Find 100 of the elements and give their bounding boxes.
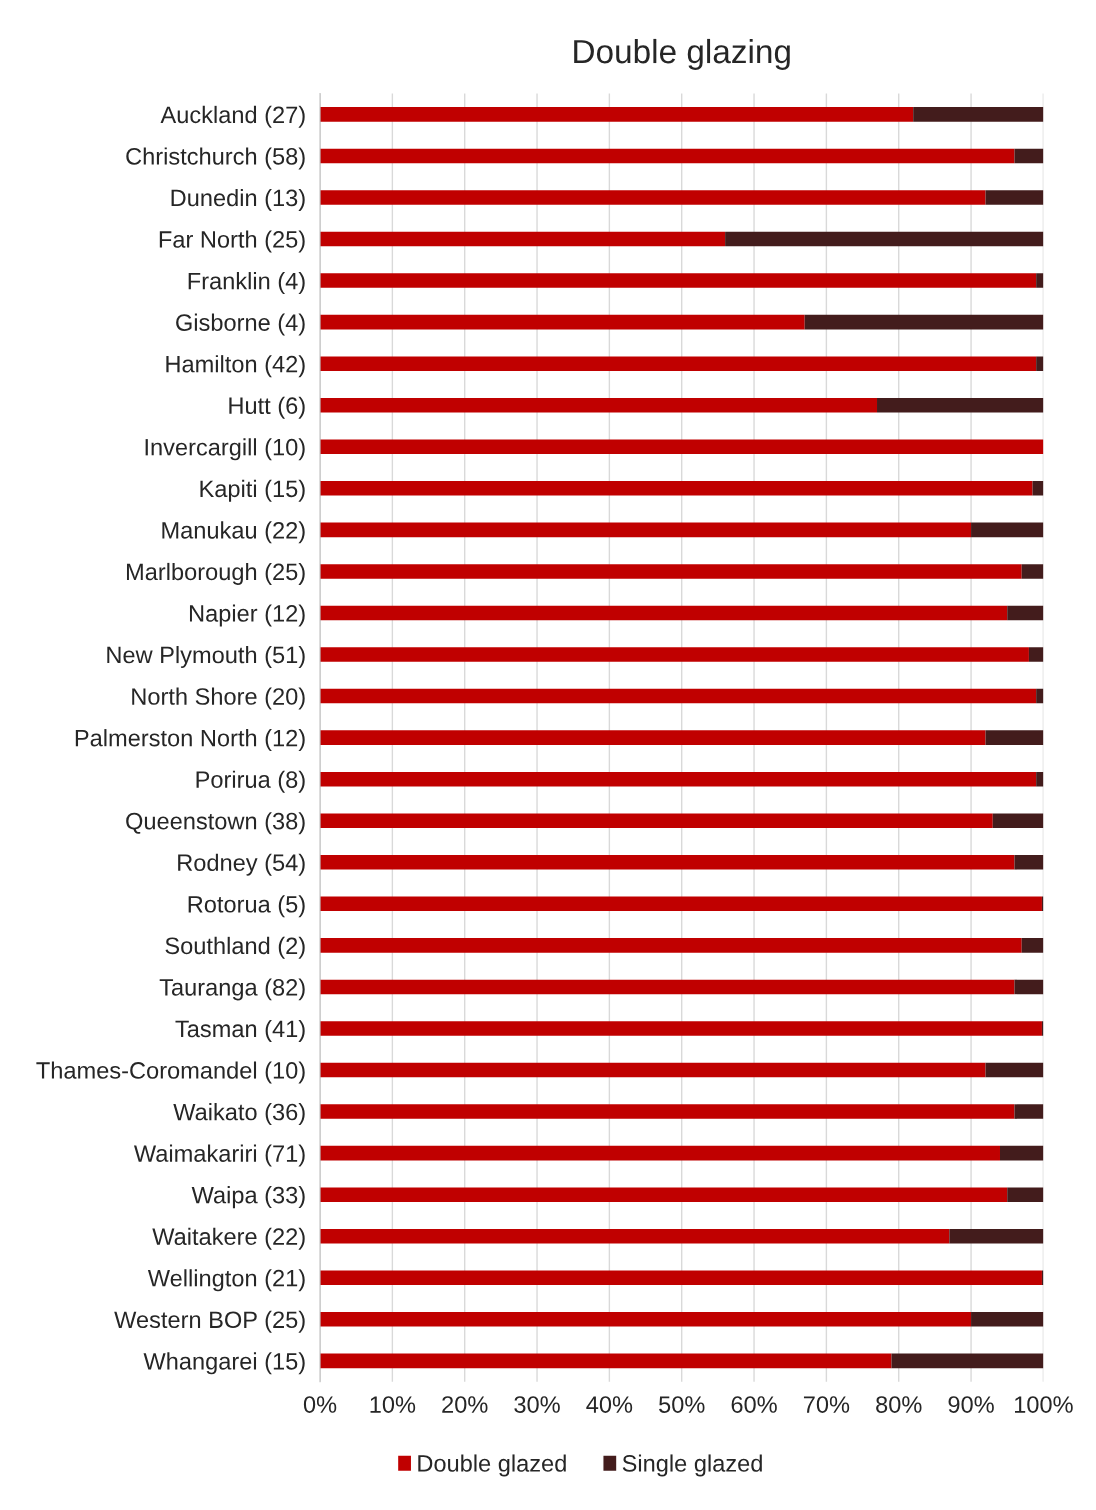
bar bbox=[985, 1062, 1044, 1078]
y-tick-label: Dunedin (13) bbox=[171, 188, 305, 211]
y-tick-label: Kapiti (15) bbox=[200, 479, 305, 502]
x-tick-label: 50% bbox=[659, 1396, 705, 1413]
bar bbox=[320, 148, 1015, 164]
bar bbox=[1036, 771, 1044, 787]
bar bbox=[1007, 605, 1044, 621]
bar bbox=[320, 273, 1037, 288]
y-tick-label: Franklin (4) bbox=[188, 272, 305, 295]
bar bbox=[1021, 938, 1044, 953]
bar bbox=[320, 1104, 1015, 1119]
bar bbox=[320, 356, 1037, 371]
bar bbox=[320, 1145, 1000, 1161]
bar bbox=[320, 190, 986, 205]
x-tick-label: 10% bbox=[370, 1396, 416, 1413]
bar bbox=[1036, 356, 1044, 371]
y-tick-label: Waitakere (22) bbox=[152, 1227, 305, 1250]
bar bbox=[725, 231, 1044, 247]
bar bbox=[971, 1312, 1044, 1327]
bar bbox=[320, 813, 993, 828]
bar bbox=[320, 1021, 1042, 1036]
chart-title: Double glazing bbox=[574, 38, 790, 70]
y-tick-label: Western BOP (25) bbox=[114, 1310, 305, 1333]
bar bbox=[320, 439, 1044, 455]
x-tick-label: 30% bbox=[514, 1396, 560, 1413]
x-tick-label: 70% bbox=[803, 1396, 850, 1413]
bar bbox=[320, 730, 986, 745]
y-tick-label: Thames-Coromandel (10) bbox=[36, 1061, 305, 1084]
bar bbox=[320, 896, 1042, 912]
bar bbox=[1036, 688, 1044, 704]
bar bbox=[1032, 481, 1044, 496]
y-tick-label: Porirua (8) bbox=[196, 770, 305, 793]
bar bbox=[1021, 564, 1044, 579]
y-tick-label: Marlborough (25) bbox=[126, 562, 305, 585]
legend-label: Double glazed bbox=[418, 1454, 566, 1477]
y-tick-label: Hutt (6) bbox=[229, 396, 305, 419]
legend-label: Single glazed bbox=[622, 1454, 762, 1477]
x-tick-label: 100% bbox=[1015, 1396, 1073, 1413]
y-tick-label: Waipa (33) bbox=[191, 1186, 305, 1209]
bar bbox=[992, 813, 1044, 828]
y-tick-label: Far North (25) bbox=[159, 230, 305, 253]
bar bbox=[320, 1353, 892, 1369]
y-tick-label: Rotorua (5) bbox=[188, 895, 305, 918]
y-tick-label: Invercargill (10) bbox=[145, 438, 305, 461]
bar bbox=[320, 1270, 1042, 1286]
x-tick-label: 40% bbox=[586, 1396, 633, 1413]
y-tick-label: Palmerston North (12) bbox=[75, 729, 305, 752]
y-tick-label: Tauranga (82) bbox=[159, 978, 305, 1001]
bar bbox=[320, 564, 1022, 579]
bar bbox=[320, 1228, 950, 1244]
y-tick-label: Wellington (21) bbox=[147, 1269, 305, 1292]
bar bbox=[320, 979, 1015, 995]
y-tick-label: Tasman (41) bbox=[175, 1019, 305, 1042]
bar bbox=[1014, 148, 1044, 164]
bar bbox=[320, 522, 972, 538]
bar bbox=[320, 231, 726, 247]
y-tick-label: Queenstown (38) bbox=[126, 812, 305, 835]
bar bbox=[949, 1228, 1044, 1244]
bar bbox=[1014, 855, 1044, 870]
y-tick-label: Hamilton (42) bbox=[166, 355, 305, 378]
y-tick-label: Manukau (22) bbox=[162, 521, 305, 544]
bar bbox=[913, 107, 1044, 122]
bar bbox=[320, 605, 1008, 621]
y-tick-label: Whangarei (15) bbox=[143, 1352, 305, 1375]
bar bbox=[320, 1187, 1008, 1202]
bar bbox=[320, 107, 914, 122]
y-tick-label: Gisborne (4) bbox=[176, 313, 305, 336]
bar bbox=[999, 1145, 1044, 1161]
y-tick-label: Christchurch (58) bbox=[126, 147, 305, 170]
bar bbox=[320, 771, 1037, 787]
bar bbox=[985, 190, 1044, 205]
bar bbox=[1014, 1104, 1044, 1119]
bar bbox=[1014, 979, 1044, 995]
x-tick-label: 80% bbox=[876, 1396, 922, 1413]
bar bbox=[804, 314, 1044, 330]
y-tick-label: Southland (2) bbox=[165, 936, 305, 959]
x-tick-label: 20% bbox=[442, 1396, 488, 1413]
y-tick-label: Napier (12) bbox=[189, 604, 305, 627]
bar bbox=[971, 522, 1044, 538]
x-tick-label: 60% bbox=[731, 1396, 777, 1413]
bar bbox=[320, 647, 1029, 662]
y-tick-label: Waimakariri (71) bbox=[133, 1144, 305, 1167]
x-tick-label: 90% bbox=[948, 1396, 994, 1413]
y-tick-label: Rodney (54) bbox=[178, 853, 305, 876]
bar bbox=[320, 1312, 972, 1327]
bar bbox=[320, 314, 805, 330]
x-tick-label: 0% bbox=[303, 1396, 337, 1413]
y-tick-label: Auckland (27) bbox=[160, 105, 305, 128]
bar bbox=[320, 688, 1037, 704]
bar bbox=[320, 938, 1022, 953]
bar bbox=[320, 855, 1015, 870]
bar bbox=[1007, 1187, 1044, 1202]
bar bbox=[1028, 647, 1044, 662]
bar bbox=[1036, 273, 1044, 288]
bar bbox=[320, 481, 1033, 496]
bar bbox=[320, 1062, 986, 1078]
bar bbox=[320, 397, 878, 413]
bar bbox=[985, 730, 1044, 745]
y-tick-label: Waikato (36) bbox=[173, 1103, 305, 1126]
y-tick-label: New Plymouth (51) bbox=[107, 645, 305, 668]
